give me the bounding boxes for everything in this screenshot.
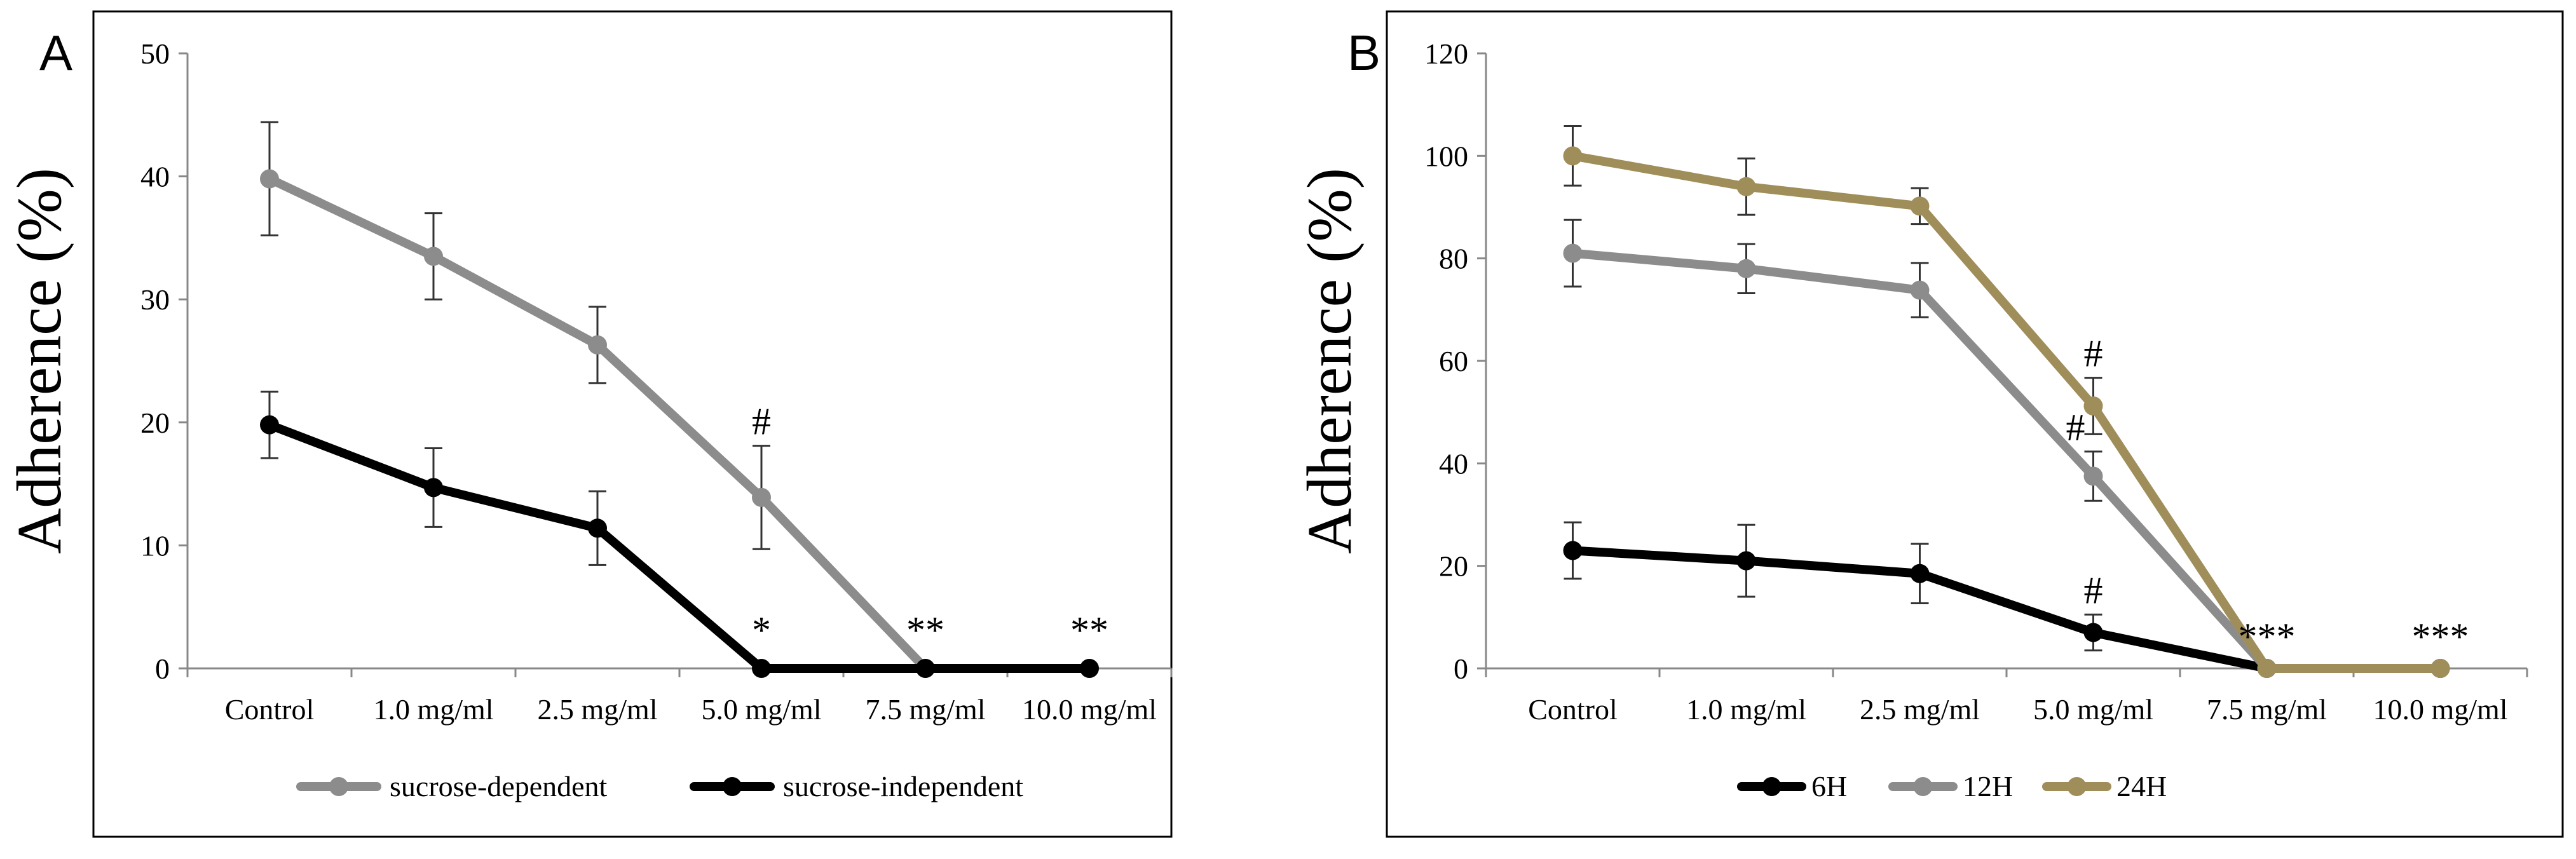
legend-label-1: sucrose-independent xyxy=(783,770,1023,802)
data-point xyxy=(2257,659,2277,678)
y-tick-label: 60 xyxy=(1439,345,1468,377)
y-tick-label: 50 xyxy=(140,37,170,70)
data-point xyxy=(424,478,443,497)
y-tick-label: 30 xyxy=(140,283,170,316)
significance-mark: *** xyxy=(2412,616,2469,658)
series-line-1 xyxy=(265,420,1094,673)
significance-mark: # xyxy=(2066,407,2085,449)
panel-letter: B xyxy=(1347,25,1380,81)
data-point xyxy=(588,335,607,355)
data-point xyxy=(2083,623,2103,642)
data-point xyxy=(2430,659,2450,678)
x-tick-label: 5.0 mg/ml xyxy=(701,693,821,726)
data-point xyxy=(2083,396,2103,416)
data-point xyxy=(1910,280,1930,300)
legend-label-0: sucrose-dependent xyxy=(390,770,608,802)
x-tick-label: 5.0 mg/ml xyxy=(2033,693,2153,726)
legend-marker-1 xyxy=(1913,777,1933,796)
legend-marker-2 xyxy=(2067,777,2087,796)
y-tick-label: 40 xyxy=(1439,447,1468,480)
significance-mark: *** xyxy=(2239,616,2296,658)
legend-marker-0 xyxy=(329,777,348,796)
legend-marker-0 xyxy=(1762,777,1782,796)
significance-mark: * xyxy=(752,609,771,651)
significance-mark: ** xyxy=(1070,609,1108,651)
y-axis-label: Adherence (%) xyxy=(1294,168,1365,554)
data-point xyxy=(1736,551,1756,571)
y-tick-label: 0 xyxy=(155,653,170,685)
significance-mark: # xyxy=(2084,569,2103,611)
data-point xyxy=(752,659,771,678)
y-tick-label: 120 xyxy=(1424,37,1468,70)
data-point xyxy=(1736,177,1756,196)
data-point xyxy=(2083,466,2103,486)
x-tick-label: 7.5 mg/ml xyxy=(2207,693,2327,726)
y-tick-label: 20 xyxy=(1439,550,1468,583)
data-point xyxy=(916,659,935,678)
x-tick-label: 1.0 mg/ml xyxy=(373,693,493,726)
data-point xyxy=(1080,659,1099,678)
x-tick-label: 2.5 mg/ml xyxy=(1860,693,1980,726)
panel-b: B Adherence (%) 0 20 40 60 80 100 120 Control 1.0 … xyxy=(1294,10,2564,838)
data-point xyxy=(588,518,607,538)
y-axis-label: Adherence (%) xyxy=(4,168,74,554)
x-tick-label: Control xyxy=(1528,693,1618,726)
x-tick-label: 2.5 mg/ml xyxy=(537,693,657,726)
data-point xyxy=(1563,243,1583,263)
data-point xyxy=(1736,259,1756,278)
series-line-2 xyxy=(1568,151,2445,673)
data-point xyxy=(424,247,443,266)
legend-label-1: 12H xyxy=(1963,770,2013,802)
y-tick-label: 10 xyxy=(140,529,170,562)
legend-label-2: 24H xyxy=(2116,770,2167,802)
data-point xyxy=(1910,196,1930,216)
x-tick-label: 10.0 mg/ml xyxy=(2373,693,2507,726)
x-tick-label: 10.0 mg/ml xyxy=(1022,693,1157,726)
data-point xyxy=(752,487,771,507)
x-tick-label: 7.5 mg/ml xyxy=(865,693,985,726)
panel-letter: A xyxy=(39,25,72,81)
y-tick-label: 20 xyxy=(140,407,170,439)
x-tick-label: Control xyxy=(225,693,315,726)
data-point xyxy=(260,169,279,189)
data-point xyxy=(1563,146,1583,166)
data-point xyxy=(260,415,279,435)
data-point xyxy=(1563,541,1583,560)
significance-mark: # xyxy=(752,401,771,443)
y-tick-label: 80 xyxy=(1439,243,1468,275)
y-tick-label: 40 xyxy=(140,161,170,193)
y-tick-label: 0 xyxy=(1454,653,1468,685)
legend-marker-1 xyxy=(723,777,742,796)
x-tick-label: 1.0 mg/ml xyxy=(1686,693,1806,726)
panel-a: A Adherence (%) 0 10 20 30 40 50 Control 1.0 mg/m… xyxy=(4,10,1173,838)
data-point xyxy=(1910,564,1930,583)
significance-mark: ** xyxy=(906,609,944,651)
significance-mark: # xyxy=(2084,333,2103,375)
legend-label-0: 6H xyxy=(1811,770,1847,802)
y-tick-label: 100 xyxy=(1424,140,1468,172)
panel-frame xyxy=(1386,10,2564,838)
